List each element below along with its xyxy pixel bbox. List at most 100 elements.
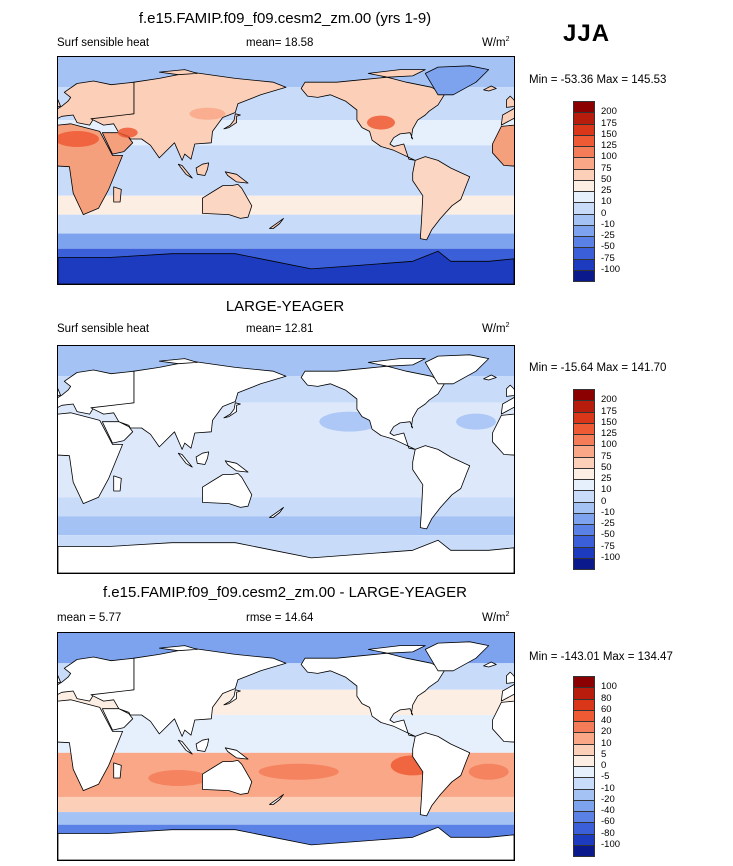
colorbar-swatch: [573, 844, 595, 857]
ocean-band: [58, 214, 514, 234]
colorbar-tick-label: -25: [601, 518, 615, 529]
panel3-colorbar: 100 80 60 40 20 10 5 0 -5 -10 -20 -40 -60 -80 -100: [573, 676, 633, 857]
colorbar-tick-label: -50: [601, 241, 615, 253]
continent-iceland: [483, 374, 497, 381]
cool-region: [456, 413, 496, 430]
colorbar-tick-label: -50: [601, 529, 615, 541]
continent-arctic2: [367, 645, 426, 654]
colorbar-tick-label: -20: [601, 793, 615, 805]
hot-region: [148, 770, 209, 787]
continent-australia: [201, 760, 253, 795]
panel2-title: LARGE-YEAGER: [225, 298, 345, 315]
continent-madagascar: [113, 186, 122, 203]
continent-antarctica: [58, 826, 514, 860]
panel2-map-svg: [58, 346, 514, 573]
colorbar-tick-label: 200: [601, 394, 617, 406]
continent-uk: [505, 95, 514, 108]
continent-australia: [201, 473, 253, 508]
colorbar-tick-label: -100: [601, 551, 621, 563]
colorbar-tick-label: 75: [601, 450, 612, 462]
ocean-band: [58, 497, 514, 517]
colorbar-tick-label: 80: [601, 692, 612, 704]
continent-africa: [58, 699, 123, 792]
continent-uk: [505, 384, 514, 397]
colorbar-tick-label: 5: [601, 748, 607, 760]
continent-sumatra: [177, 163, 193, 179]
panel2-variable-label: Surf sensible heat: [57, 323, 150, 335]
continent-arctic2: [367, 69, 426, 78]
continent-arctic2: [367, 358, 426, 367]
colorbar-tick-label: 20: [601, 726, 612, 738]
warm-region: [189, 107, 226, 120]
continent-newguinea: [224, 171, 249, 184]
panel3-title: f.e15.FAMIP.f09_f09.cesm2_zm.00 - LARGE-…: [102, 584, 468, 601]
continent-namerica: [300, 652, 445, 737]
season-label: JJA: [563, 20, 611, 47]
continent-europe: [58, 656, 135, 702]
ocean-band: [58, 195, 514, 215]
continent-europe: [58, 80, 135, 126]
continent-borneo: [195, 451, 210, 465]
continent-japan: [223, 689, 241, 706]
colorbar-tick-label: 175: [601, 405, 617, 417]
continent-uk: [58, 99, 61, 107]
continent-newguinea: [224, 747, 249, 760]
hot-region: [468, 763, 509, 780]
ocean-band: [58, 516, 514, 536]
colorbar-tick-label: 175: [601, 117, 617, 129]
colorbar-tick-label: 50: [601, 173, 612, 185]
continent-arabia: [101, 708, 134, 731]
colorbar-tick-label: 0: [601, 207, 607, 219]
colorbar-tick-label: 10: [601, 484, 612, 496]
colorbar-tick-label: -25: [601, 230, 615, 241]
colorbar-tick-label: -100: [601, 838, 621, 850]
panel1-minmax: Min = -53.36 Max = 145.53: [529, 74, 667, 86]
panel1-units: W/m2: [482, 36, 510, 49]
colorbar-tick-label: 60: [601, 703, 612, 715]
continent-africa: [492, 413, 514, 456]
colorbar-tick-label: 100: [601, 681, 617, 693]
continent-madagascar: [113, 475, 122, 492]
continent-europe: [500, 108, 514, 126]
continent-australia: [201, 184, 253, 219]
colorbar-tick-label: -10: [601, 218, 615, 230]
hot-region: [258, 763, 339, 780]
panel1-mean-label: mean= 18.58: [246, 37, 314, 49]
ocean-band: [58, 812, 514, 825]
colorbar-tick-label: 100: [601, 439, 617, 451]
continent-europe: [500, 684, 514, 702]
colorbar-tick-label: 150: [601, 416, 617, 428]
colorbar-tick-label: -75: [601, 252, 615, 264]
panel3-map-svg: [58, 633, 514, 860]
continent-iceland: [483, 661, 497, 668]
continent-newguinea: [224, 460, 249, 473]
continent-borneo: [195, 738, 210, 752]
panel2-map: [57, 345, 515, 574]
panel3-units: W/m2: [482, 611, 510, 624]
continent-greenland: [424, 65, 490, 96]
colorbar-tick-label: 200: [601, 106, 617, 118]
continent-nz: [269, 506, 284, 518]
colorbar-tick-label: -10: [601, 506, 615, 518]
continent-europe: [500, 397, 514, 415]
colorbar-tick-label: 0: [601, 495, 607, 507]
colorbar-tick-label: -60: [601, 816, 615, 828]
continent-greenland: [424, 641, 490, 672]
continent-asia: [90, 647, 287, 737]
continent-borneo: [195, 162, 210, 176]
continent-japan: [223, 402, 241, 419]
colorbar-tick-label: 0: [601, 760, 607, 771]
continent-africa: [492, 124, 514, 167]
panel2-mean-label: mean= 12.81: [246, 323, 314, 335]
continent-arctic1: [158, 645, 198, 652]
continent-uk: [58, 388, 61, 396]
colorbar-tick-label: 150: [601, 128, 617, 140]
continent-asia: [90, 71, 287, 161]
panel2-minmax: Min = -15.64 Max = 141.70: [529, 362, 667, 374]
colorbar-tick-label: 25: [601, 185, 612, 196]
continent-uk: [58, 675, 61, 683]
colorbar-tick-label: -5: [601, 771, 610, 783]
continent-africa: [492, 700, 514, 743]
continent-sumatra: [177, 452, 193, 468]
panel3-rmse-label: rmse = 14.64: [246, 612, 314, 624]
